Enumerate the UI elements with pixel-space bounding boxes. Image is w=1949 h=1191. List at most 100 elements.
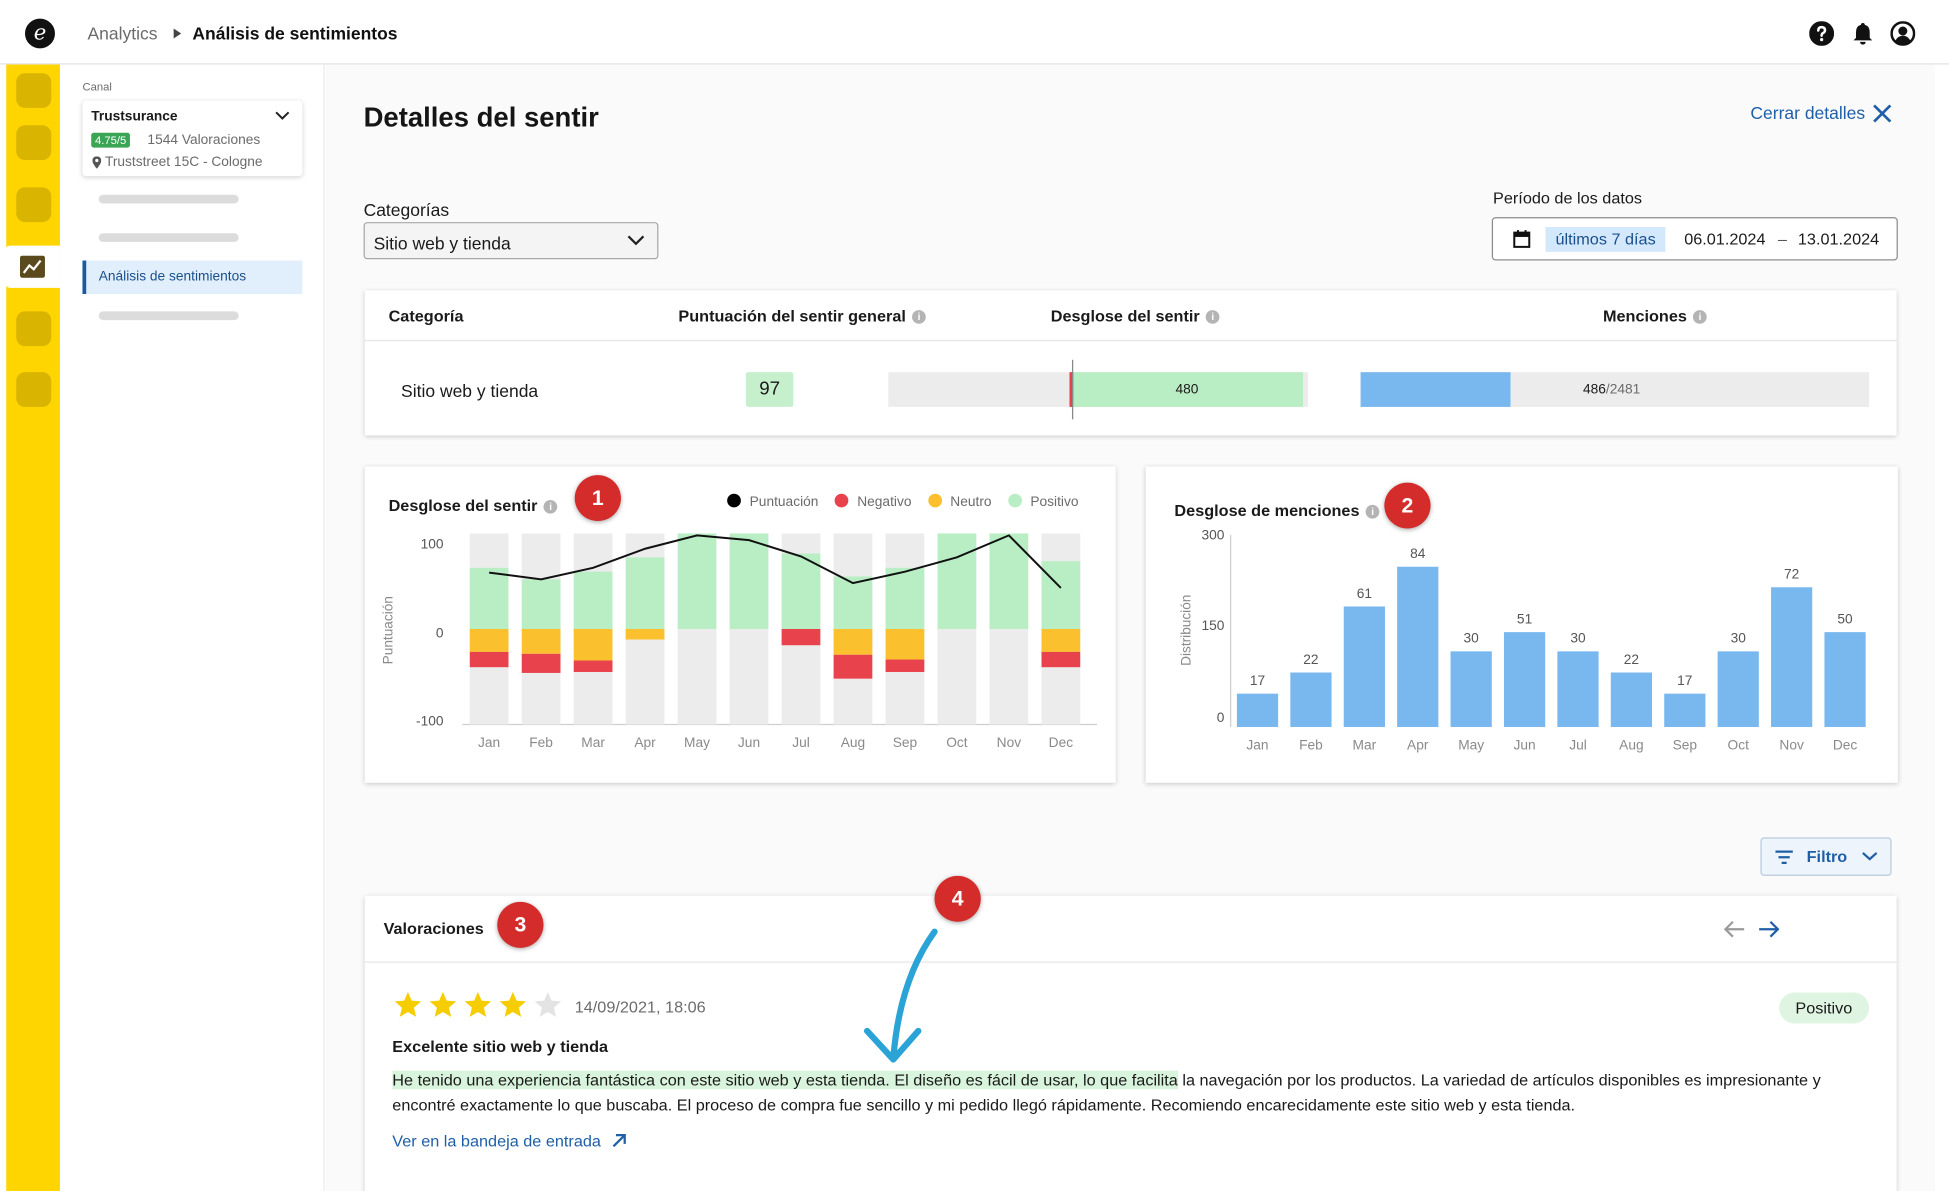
info-icon[interactable]: i: [1693, 310, 1707, 324]
legend-item-score[interactable]: Puntuación: [727, 493, 818, 510]
breadcrumb-root[interactable]: Analytics: [87, 23, 158, 44]
mentions-bar: [1557, 651, 1599, 727]
x-tick-label: Jan: [1246, 737, 1268, 752]
data-label: 51: [1517, 611, 1532, 626]
page-title: Detalles del sentir: [363, 101, 599, 133]
nav-placeholder-3[interactable]: [98, 311, 239, 321]
mentions-breakdown-chart: Distribución 300 150 0 17 Jan 22 Feb 61 Mar 84 Apr 3…: [1179, 528, 1866, 752]
x-tick-label: May: [684, 735, 710, 750]
account-icon[interactable]: [1890, 21, 1916, 46]
bar-positive: [521, 579, 561, 629]
legend-item-neutral[interactable]: Neutro: [927, 493, 992, 510]
date-separator: –: [1777, 229, 1787, 249]
x-tick-label: May: [1458, 737, 1484, 752]
annotation-marker-2: 2: [1384, 482, 1431, 529]
data-label: 17: [1677, 673, 1692, 688]
close-details-link[interactable]: Cerrar detalles: [1750, 102, 1866, 123]
x-tick-label: Dec: [1833, 737, 1858, 752]
mentions-bar: [1824, 632, 1866, 727]
mentions-fill: [1360, 372, 1511, 407]
y-axis-label: Puntuación: [380, 596, 395, 664]
close-icon[interactable]: [1872, 103, 1893, 124]
period-preset-chip[interactable]: últimos 7 días: [1545, 227, 1666, 252]
mentions-bar: 486/2481: [1360, 372, 1870, 407]
y-tick-label: 0: [1217, 710, 1225, 725]
star-empty-icon: [534, 991, 562, 1017]
positive-segment: 480: [1070, 372, 1304, 407]
annotation-marker-3: 3: [497, 901, 544, 948]
category-label: Categorías: [363, 199, 450, 220]
y-axis-label: Distribución: [1179, 595, 1194, 666]
x-tick-label: Nov: [1779, 737, 1804, 752]
channel-address: Truststreet 15C - Cologne: [104, 155, 263, 170]
x-tick-label: Mar: [581, 735, 605, 750]
info-icon[interactable]: i: [1205, 310, 1220, 324]
bell-icon[interactable]: [1850, 21, 1875, 46]
rail-item-1[interactable]: [16, 73, 52, 108]
filter-button[interactable]: Filtro: [1760, 837, 1892, 876]
x-tick-label: Jan: [478, 735, 500, 750]
info-icon[interactable]: i: [912, 310, 926, 324]
top-bar: e Analytics Análisis de sentimientos: [0, 0, 1949, 65]
sentiment-breakdown-chart: Puntuación 100 0 -100 Jan Feb Mar Apr May Jun Jul A…: [380, 533, 1097, 750]
header-category: Categoría: [388, 306, 464, 326]
header-breakdown: Desglose del sentir i: [1051, 306, 1220, 325]
bar-neutral: [885, 628, 925, 660]
info-icon[interactable]: i: [543, 500, 558, 514]
bar-positive: [625, 557, 665, 629]
rating-badge: 4.75/5: [91, 132, 130, 148]
filter-icon: [1775, 850, 1793, 864]
category-select[interactable]: Sitio web y tienda: [363, 222, 659, 260]
data-label: 22: [1303, 652, 1318, 667]
rail-item-3[interactable]: [16, 187, 52, 223]
x-tick-label: Dec: [1049, 735, 1074, 750]
bar-positive: [729, 533, 769, 629]
channel-selector[interactable]: Trustsurance 4.75/5 1544 Valoraciones Tr…: [82, 100, 303, 177]
y-tick-label: 0: [436, 626, 444, 641]
arrow-right-icon[interactable]: [1758, 920, 1780, 938]
rail-item-5[interactable]: [16, 311, 52, 347]
mentions-bar: [1664, 693, 1706, 727]
score-badge: 97: [745, 372, 794, 407]
highlighted-excerpt: He tenido una experiencia fantástica con…: [392, 1070, 1178, 1090]
sidebar-item-sentiment-analysis[interactable]: Análisis de sentimientos: [82, 260, 303, 295]
rail-item-6[interactable]: [16, 372, 52, 407]
logo-icon[interactable]: e: [24, 18, 55, 49]
breadcrumb-separator-icon: [173, 28, 182, 39]
external-link-icon: [612, 1134, 626, 1148]
legend-item-negative[interactable]: Negativo: [834, 493, 911, 510]
legend-item-positive[interactable]: Positivo: [1007, 493, 1079, 510]
date-range-picker[interactable]: últimos 7 días 06.01.2024 – 13.01.2024: [1491, 217, 1898, 261]
reviews-card: Valoraciones 14/09/2021, 18:06 Positivo …: [364, 895, 1897, 1191]
chevron-down-icon: [627, 235, 645, 246]
nav-placeholder-2[interactable]: [98, 233, 239, 242]
view-in-inbox-link[interactable]: Ver en la bandeja de entrada: [392, 1131, 627, 1150]
bar-negative: [781, 628, 821, 646]
info-icon[interactable]: i: [1365, 505, 1380, 519]
review-date: 14/09/2021, 18:06: [574, 997, 706, 1017]
rail-item-2[interactable]: [16, 125, 52, 161]
rail-item-analytics[interactable]: [4, 245, 60, 288]
bar-positive: [833, 576, 873, 629]
y-tick-label: 100: [421, 536, 444, 551]
breadcrumb-current: Análisis de sentimientos: [192, 23, 398, 44]
nav-placeholder-1[interactable]: [98, 194, 239, 204]
y-tick-label: 150: [1201, 618, 1224, 633]
sentiment-summary-table: Categoría Puntuación del sentir general i…: [364, 290, 1897, 436]
annotation-marker-1: 1: [574, 475, 621, 522]
sentiment-breakdown-chart-card: Desglose del sentir i Puntuación Negativo…: [364, 466, 1116, 783]
rating-count: 1544 Valoraciones: [147, 132, 261, 148]
help-icon[interactable]: [1809, 21, 1835, 46]
data-label: 22: [1624, 652, 1639, 667]
filter-label: Filtro: [1806, 847, 1848, 866]
arrow-left-icon[interactable]: [1723, 920, 1745, 938]
chart-title: Desglose de menciones i: [1174, 501, 1380, 520]
location-pin-icon: [92, 156, 102, 169]
header-mentions: Menciones i: [1603, 306, 1707, 325]
x-tick-label: Aug: [841, 735, 865, 750]
bar-positive: [573, 571, 613, 629]
data-label: 30: [1731, 631, 1747, 646]
y-tick-label: -100: [416, 714, 444, 729]
x-tick-label: Feb: [529, 735, 553, 750]
